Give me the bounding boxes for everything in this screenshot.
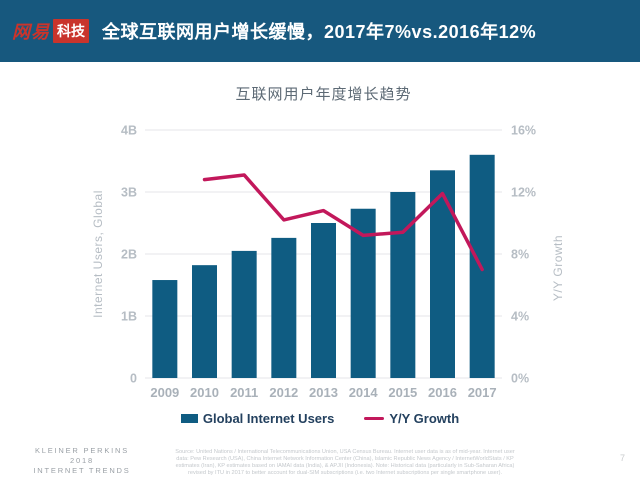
source-line: revised by ITU in 2017 to better account… bbox=[187, 470, 503, 476]
logo-netease-text: 网易 bbox=[12, 22, 50, 42]
bar-2015 bbox=[390, 192, 416, 378]
legend-item-global-internet-users: Global Internet Users bbox=[180, 411, 335, 426]
legend-label: Global Internet Users bbox=[202, 411, 335, 426]
page-number: 7 bbox=[619, 453, 625, 463]
x-tick-2013: 2013 bbox=[309, 385, 338, 400]
x-tick-2014: 2014 bbox=[349, 385, 379, 400]
right-axis-tick: 12% bbox=[511, 186, 536, 200]
x-tick-2009: 2009 bbox=[150, 385, 179, 400]
left-axis-tick: 1B bbox=[121, 310, 137, 324]
bar-2009 bbox=[152, 280, 178, 378]
left-axis-tick: 0 bbox=[130, 372, 137, 386]
netease-tech-logo: 网易 科技 bbox=[12, 18, 89, 44]
bar-2011 bbox=[231, 250, 257, 378]
chart-title: 互联网用户年度增长趋势 bbox=[235, 86, 412, 103]
right-axis-tick: 8% bbox=[511, 248, 529, 262]
left-axis-tick: 4B bbox=[121, 124, 137, 138]
bar-2012 bbox=[271, 237, 297, 378]
source-line: data: Pew Research (USA), China Internet… bbox=[176, 456, 514, 462]
source-line: Source: United Nations / International T… bbox=[175, 449, 515, 455]
legend-line-swatch-icon bbox=[364, 417, 385, 420]
legend-label: Y/Y Growth bbox=[389, 411, 460, 426]
brand-line: 2018 bbox=[70, 456, 94, 465]
x-tick-2012: 2012 bbox=[269, 385, 298, 400]
bar-2010 bbox=[192, 265, 217, 378]
x-tick-2016: 2016 bbox=[428, 385, 457, 400]
x-tick-2017: 2017 bbox=[468, 385, 497, 400]
right-axis-tick: 4% bbox=[511, 310, 529, 324]
slide-title: 全球互联网用户增长缓慢，2017年7%vs.2016年12% bbox=[102, 22, 537, 42]
legend-bar-swatch-icon bbox=[180, 414, 198, 423]
x-tick-2010: 2010 bbox=[190, 385, 219, 400]
left-axis-tick: 2B bbox=[121, 248, 137, 262]
source-note: Source: United Nations / International T… bbox=[133, 449, 557, 477]
right-axis-tick: 16% bbox=[511, 124, 536, 138]
right-axis-tick: 0% bbox=[511, 372, 529, 386]
legend-item-yy-growth: Y/Y Growth bbox=[364, 411, 459, 426]
brand-line: INTERNET TRENDS bbox=[33, 466, 131, 475]
x-tick-2011: 2011 bbox=[230, 385, 258, 400]
left-axis-tick: 3B bbox=[121, 186, 137, 200]
brand-line: KLEINER PERKINS bbox=[34, 446, 130, 455]
growth-line bbox=[202, 173, 484, 272]
kleiner-perkins-brand: KLEINER PERKINS 2018 INTERNET TRENDS bbox=[8, 446, 156, 476]
chart-legend: Global Internet Users Y/Y Growth bbox=[0, 411, 640, 426]
bar-2016 bbox=[430, 170, 455, 378]
logo-tech-badge: 科技 bbox=[53, 19, 89, 43]
bar-2013 bbox=[311, 223, 336, 378]
x-tick-2015: 2015 bbox=[388, 385, 417, 400]
source-line: estimates (Iran), KP estimates based on … bbox=[175, 463, 515, 469]
header-bar: 网易 科技 全球互联网用户增长缓慢，2017年7%vs.2016年12% bbox=[0, 0, 640, 62]
